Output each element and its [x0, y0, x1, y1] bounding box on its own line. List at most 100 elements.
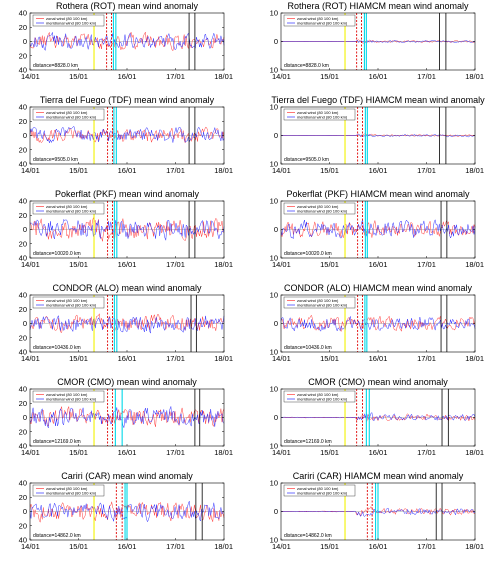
panel-title: CONDOR (ALO) HIAMCM mean wind anomaly — [284, 283, 473, 293]
distance-label: distance=10020.0 km — [284, 251, 332, 257]
x-tick-label: 15/01 — [69, 542, 88, 551]
y-tick-label: 40 — [19, 536, 27, 545]
panel-title: Cariri (CAR) mean wind anomaly — [61, 471, 193, 481]
legend-label: zonal wind (80 100 km) — [46, 110, 88, 115]
panel-title: CMOR (CMO) mean wind anomaly — [57, 377, 197, 387]
meridional-wind-series — [280, 219, 476, 240]
panel-title: Rothera (ROT) HIAMCM mean wind anomaly — [287, 1, 469, 11]
y-tick-label: 20 — [19, 521, 27, 530]
distance-label: distance=8828.0 km — [33, 63, 78, 69]
panel-title: CONDOR (ALO) mean wind anomaly — [52, 283, 202, 293]
y-tick-label: 10 — [270, 385, 278, 394]
legend: zonal wind (80 100 km)meridional wind (8… — [283, 108, 356, 121]
legend-box — [32, 296, 105, 309]
legend-box — [32, 484, 105, 497]
panel-title: Pokerflat (PKF) HIAMCM mean wind anomaly — [286, 189, 470, 199]
x-tick-label: 18/01 — [214, 260, 233, 269]
x-tick-label: 14/01 — [272, 448, 291, 457]
y-tick-label: 20 — [19, 333, 27, 342]
legend-label: meridional wind (80 100 km) — [46, 302, 97, 307]
legend-box — [283, 14, 356, 27]
legend: zonal wind (80 100 km)meridional wind (8… — [283, 484, 356, 497]
y-tick-label: 10 — [270, 442, 278, 451]
y-tick-label: 40 — [19, 385, 27, 394]
meridional-wind-series — [29, 406, 225, 429]
distance-label: distance=10436.0 km — [284, 345, 332, 351]
x-tick-label: 16/01 — [369, 542, 388, 551]
legend-label: zonal wind (80 100 km) — [297, 392, 339, 397]
legend-label: meridional wind (80 100 km) — [297, 396, 348, 401]
panel-title: Tierra del Fuego (TDF) mean wind anomaly — [40, 95, 215, 105]
legend: zonal wind (80 100 km)meridional wind (8… — [32, 390, 105, 403]
panel-7: CONDOR (ALO) mean wind anomaly4020020401… — [19, 283, 233, 363]
x-tick-label: 14/01 — [272, 166, 291, 175]
x-tick-label: 14/01 — [21, 354, 40, 363]
y-tick-label: 0 — [274, 507, 278, 516]
x-tick-label: 18/01 — [465, 448, 484, 457]
x-tick-label: 17/01 — [166, 448, 185, 457]
zonal-wind-series — [29, 406, 225, 427]
legend-label: zonal wind (80 100 km) — [297, 486, 339, 491]
legend-label: meridional wind (80 100 km) — [297, 20, 348, 25]
panel-title: CMOR (CMO) mean wind anomaly — [308, 377, 448, 387]
meridional-wind-series — [280, 412, 476, 422]
x-tick-label: 16/01 — [118, 72, 137, 81]
x-tick-label: 16/01 — [118, 448, 137, 457]
y-tick-label: 40 — [19, 197, 27, 206]
x-tick-label: 17/01 — [417, 448, 436, 457]
y-tick-label: 20 — [19, 145, 27, 154]
x-tick-label: 16/01 — [369, 260, 388, 269]
distance-label: distance=9505.0 km — [284, 157, 329, 163]
legend-label: meridional wind (80 100 km) — [46, 396, 97, 401]
x-tick-label: 14/01 — [21, 72, 40, 81]
x-tick-label: 14/01 — [21, 260, 40, 269]
y-tick-label: 0 — [274, 413, 278, 422]
y-tick-label: 20 — [19, 23, 27, 32]
legend-label: zonal wind (80 100 km) — [297, 204, 339, 209]
x-tick-label: 15/01 — [69, 260, 88, 269]
legend-box — [32, 108, 105, 121]
x-tick-label: 14/01 — [21, 166, 40, 175]
y-tick-label: 10 — [270, 103, 278, 112]
x-tick-label: 17/01 — [417, 354, 436, 363]
legend: zonal wind (80 100 km)meridional wind (8… — [32, 484, 105, 497]
legend-label: zonal wind (80 100 km) — [297, 298, 339, 303]
legend-label: zonal wind (80 100 km) — [46, 392, 88, 397]
x-tick-label: 16/01 — [118, 260, 137, 269]
meridional-wind-series — [29, 31, 225, 52]
y-tick-label: 0 — [274, 319, 278, 328]
x-tick-label: 17/01 — [166, 260, 185, 269]
distance-label: distance=14862.0 km — [33, 533, 81, 539]
panel-3: Tierra del Fuego (TDF) mean wind anomaly… — [19, 95, 233, 175]
distance-label: distance=12169.0 km — [33, 439, 81, 445]
x-tick-label: 15/01 — [69, 354, 88, 363]
distance-label: distance=10020.0 km — [33, 251, 81, 257]
y-tick-label: 20 — [19, 51, 27, 60]
panel-12: Cariri (CAR) HIAMCM mean wind anomaly 10 0… — [270, 471, 484, 551]
x-tick-label: 14/01 — [272, 354, 291, 363]
panel-9: CMOR (CMO) mean wind anomaly40200204014/… — [19, 377, 233, 457]
panel-title: Pokerflat (PKF) mean wind anomaly — [55, 189, 200, 199]
legend: zonal wind (80 100 km)meridional wind (8… — [283, 390, 356, 403]
x-tick-label: 15/01 — [69, 166, 88, 175]
panel-8: CONDOR (ALO) HIAMCM mean wind anomaly 10 0… — [270, 283, 484, 363]
x-tick-label: 16/01 — [369, 72, 388, 81]
y-tick-label: 40 — [19, 66, 27, 75]
y-tick-label: 0 — [23, 37, 27, 46]
y-tick-label: 0 — [274, 225, 278, 234]
y-tick-label: 40 — [19, 479, 27, 488]
panel-11: Cariri (CAR) mean wind anomaly4020020401… — [19, 471, 233, 551]
y-tick-label: 40 — [19, 9, 27, 18]
y-tick-label: 40 — [19, 254, 27, 263]
y-tick-label: 20 — [19, 493, 27, 502]
legend-box — [32, 14, 105, 27]
legend-label: zonal wind (80 100 km) — [46, 16, 88, 21]
legend-box — [283, 390, 356, 403]
y-tick-label: 10 — [270, 536, 278, 545]
x-tick-label: 16/01 — [118, 542, 137, 551]
panel-1: Rothera (ROT) mean wind anomaly 40 20 0 20 40… — [19, 1, 233, 81]
panel-2: Rothera (ROT) HIAMCM mean wind anomaly 10… — [270, 1, 484, 81]
x-tick-label: 14/01 — [21, 542, 40, 551]
